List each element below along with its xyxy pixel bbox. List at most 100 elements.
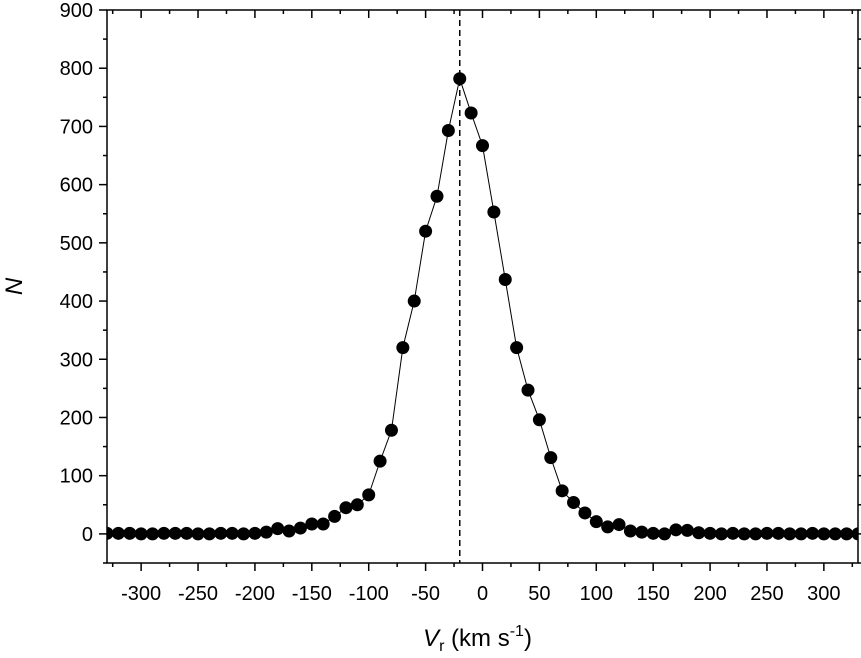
data-point [111, 526, 125, 540]
x-tick-label: 0 [477, 583, 488, 605]
data-point [453, 72, 467, 86]
data-point [737, 527, 751, 541]
data-point [567, 495, 581, 509]
data-point [107, 526, 114, 540]
y-tick-label: 400 [60, 291, 93, 313]
x-tick-label: 100 [580, 583, 613, 605]
data-point [271, 522, 285, 536]
ticks-layer [99, 9, 861, 571]
data-point [157, 526, 171, 540]
data-point [180, 526, 194, 540]
y-tick-label: 300 [60, 349, 93, 371]
data-point [601, 520, 615, 534]
data-point [726, 526, 740, 540]
data-point [407, 294, 421, 308]
data-point [373, 454, 387, 468]
x-tick-label: -250 [178, 583, 218, 605]
y-tick-label: 900 [60, 0, 93, 22]
data-point [350, 498, 364, 512]
x-tick-label: 250 [750, 583, 783, 605]
data-point [384, 423, 398, 437]
data-point [191, 527, 205, 541]
data-point [339, 501, 353, 515]
data-point [225, 526, 239, 540]
data-point [498, 273, 512, 287]
data-point [510, 341, 524, 355]
x-tick-label: -300 [121, 583, 161, 605]
data-point [578, 506, 592, 520]
data-point [794, 527, 808, 541]
data-point [430, 189, 444, 203]
data-point [635, 525, 649, 539]
data-point [612, 518, 626, 532]
y-tick-label: 100 [60, 466, 93, 488]
x-tick-label: 50 [528, 583, 550, 605]
x-axis-title-main: V [423, 625, 441, 652]
data-point [362, 488, 376, 502]
data-point [134, 527, 148, 541]
data-point [669, 523, 683, 537]
data-point [521, 383, 535, 397]
data-point [692, 526, 706, 540]
x-axis-title-unit: (km s [444, 625, 509, 652]
x-tick-label: -150 [292, 583, 332, 605]
y-axis-title: N [1, 277, 28, 295]
data-point [487, 205, 501, 219]
data-point [828, 527, 842, 541]
data-point [805, 526, 819, 540]
data-point [589, 515, 603, 529]
y-tick-label: 200 [60, 407, 93, 429]
data-points [107, 72, 858, 541]
y-tick-label: 0 [82, 524, 93, 546]
x-axis-title-sup: -1 [510, 623, 524, 640]
data-point [760, 526, 774, 540]
data-point [237, 527, 251, 541]
data-point [202, 527, 216, 541]
x-tick-label: 300 [807, 583, 840, 605]
x-tick-label: -100 [349, 583, 389, 605]
data-point [441, 123, 455, 137]
data-point [305, 517, 319, 531]
data-point [840, 527, 854, 541]
data-point [771, 526, 785, 540]
x-tick-label: -200 [235, 583, 275, 605]
data-point [680, 523, 694, 537]
data-point [123, 526, 137, 540]
data-point [168, 526, 182, 540]
x-axis-title: Vr (km s-1) [423, 623, 532, 655]
data-point [703, 526, 717, 540]
tick-labels: -300 -250 -200 -150 -100 -50 0 50 100 150 200 250 30… [60, 0, 841, 605]
x-tick-label: -50 [411, 583, 440, 605]
plot-frame [106, 9, 859, 564]
data-point [259, 525, 273, 539]
data-point [532, 413, 546, 427]
data-point [476, 139, 489, 153]
data-point [419, 224, 433, 238]
x-axis-title-sub: r [439, 638, 445, 655]
y-tick-label: 500 [60, 233, 93, 255]
x-tick-label: 150 [636, 583, 669, 605]
data-point [464, 106, 478, 120]
data-point [783, 527, 797, 541]
data-point [851, 527, 858, 541]
data-point [293, 521, 307, 535]
data-point [646, 526, 660, 540]
y-tick-label: 700 [60, 116, 93, 138]
data-point [316, 517, 330, 531]
data-point [555, 484, 569, 498]
data-point [623, 524, 637, 538]
data-point [714, 527, 728, 541]
data-point [328, 509, 342, 523]
data-point [282, 524, 296, 538]
data-point [749, 527, 763, 541]
data-point [658, 527, 672, 541]
x-tick-label: 200 [693, 583, 726, 605]
data-point [544, 451, 558, 465]
data-point [817, 527, 831, 541]
y-tick-label: 600 [60, 175, 93, 197]
data-point [214, 526, 228, 540]
y-tick-label: 800 [60, 58, 93, 80]
data-point [146, 527, 160, 541]
data-point [248, 526, 262, 540]
